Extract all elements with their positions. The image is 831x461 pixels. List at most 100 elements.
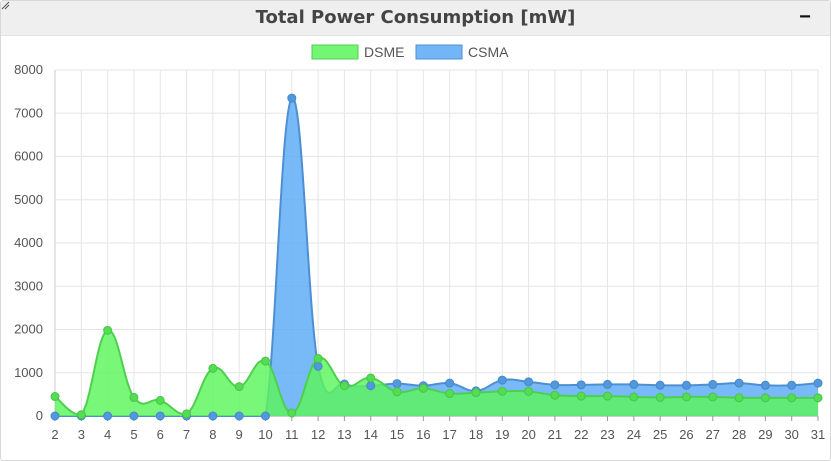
x-tick-label: 15 bbox=[390, 427, 404, 442]
panel-title: Total Power Consumption [mW] bbox=[255, 7, 576, 28]
y-tick-label: 0 bbox=[36, 408, 43, 423]
y-tick-label: 1000 bbox=[14, 365, 43, 380]
x-tick-label: 23 bbox=[600, 427, 614, 442]
data-point-csma bbox=[366, 381, 376, 391]
data-point-csma bbox=[129, 411, 139, 421]
data-point-csma bbox=[234, 411, 244, 421]
x-tick-label: 28 bbox=[732, 427, 746, 442]
x-tick-label: 12 bbox=[311, 427, 325, 442]
series-area-dsme bbox=[55, 330, 818, 416]
data-point-dsme bbox=[576, 391, 586, 401]
data-point-dsme bbox=[366, 373, 376, 383]
x-tick-label: 11 bbox=[285, 427, 299, 442]
data-point-dsme bbox=[392, 387, 402, 397]
data-point-dsme bbox=[155, 395, 165, 405]
data-point-dsme bbox=[260, 356, 270, 366]
y-tick-label: 6000 bbox=[14, 149, 43, 164]
x-tick-label: 26 bbox=[679, 427, 693, 442]
data-point-dsme bbox=[287, 408, 297, 418]
x-tick-label: 10 bbox=[258, 427, 272, 442]
data-point-dsme bbox=[497, 386, 507, 396]
x-tick-label: 20 bbox=[521, 427, 535, 442]
data-point-csma bbox=[681, 380, 691, 390]
legend-swatch-csma bbox=[415, 44, 463, 60]
data-point-csma bbox=[497, 375, 507, 385]
data-point-csma bbox=[155, 411, 165, 421]
y-tick-label: 7000 bbox=[14, 105, 43, 120]
data-point-dsme bbox=[787, 393, 797, 403]
data-point-dsme bbox=[76, 410, 86, 420]
x-tick-label: 2 bbox=[51, 427, 58, 442]
data-point-dsme bbox=[103, 325, 113, 335]
data-point-csma bbox=[655, 380, 665, 390]
data-point-csma bbox=[603, 379, 613, 389]
data-point-csma bbox=[445, 378, 455, 388]
x-tick-label: 29 bbox=[758, 427, 772, 442]
data-point-csma bbox=[734, 378, 744, 388]
x-tick-label: 4 bbox=[104, 427, 111, 442]
panel-header: Total Power Consumption [mW] − bbox=[1, 1, 830, 36]
data-point-csma bbox=[787, 380, 797, 390]
data-point-dsme bbox=[550, 390, 560, 400]
y-tick-label: 5000 bbox=[14, 192, 43, 207]
data-point-csma bbox=[524, 377, 534, 387]
data-point-dsme bbox=[708, 392, 718, 402]
data-point-csma bbox=[260, 411, 270, 421]
x-tick-label: 18 bbox=[469, 427, 483, 442]
data-point-csma bbox=[208, 411, 218, 421]
collapse-button[interactable]: − bbox=[799, 6, 811, 28]
x-tick-label: 19 bbox=[495, 427, 509, 442]
data-point-csma bbox=[287, 93, 297, 103]
data-point-csma bbox=[103, 411, 113, 421]
data-point-dsme bbox=[681, 392, 691, 402]
data-point-dsme bbox=[313, 353, 323, 363]
y-tick-label: 2000 bbox=[14, 322, 43, 337]
data-point-dsme bbox=[208, 363, 218, 373]
x-tick-label: 25 bbox=[653, 427, 667, 442]
data-point-csma bbox=[708, 379, 718, 389]
data-point-dsme bbox=[760, 393, 770, 403]
legend-label-dsme: DSME bbox=[364, 44, 404, 60]
data-point-dsme bbox=[813, 393, 823, 403]
data-point-csma bbox=[50, 411, 60, 421]
x-tick-label: 9 bbox=[236, 427, 243, 442]
x-tick-label: 13 bbox=[337, 427, 351, 442]
x-tick-label: 5 bbox=[130, 427, 137, 442]
data-point-dsme bbox=[603, 391, 613, 401]
legend-label-csma: CSMA bbox=[468, 44, 509, 60]
x-tick-label: 27 bbox=[706, 427, 720, 442]
y-tick-label: 8000 bbox=[14, 62, 43, 77]
x-tick-label: 6 bbox=[157, 427, 164, 442]
data-point-dsme bbox=[234, 382, 244, 392]
data-point-dsme bbox=[471, 388, 481, 398]
data-point-csma bbox=[576, 380, 586, 390]
data-point-dsme bbox=[129, 392, 139, 402]
x-tick-label: 14 bbox=[363, 427, 377, 442]
x-tick-label: 22 bbox=[574, 427, 588, 442]
data-point-dsme bbox=[629, 392, 639, 402]
data-point-dsme bbox=[182, 409, 192, 419]
x-tick-label: 24 bbox=[627, 427, 641, 442]
x-tick-label: 21 bbox=[548, 427, 562, 442]
x-tick-label: 17 bbox=[442, 427, 456, 442]
data-point-dsme bbox=[524, 386, 534, 396]
y-tick-label: 3000 bbox=[14, 278, 43, 293]
x-tick-label: 8 bbox=[209, 427, 216, 442]
y-tick-label: 4000 bbox=[14, 235, 43, 250]
data-point-csma bbox=[629, 379, 639, 389]
data-point-dsme bbox=[734, 393, 744, 403]
data-point-csma bbox=[760, 380, 770, 390]
data-point-dsme bbox=[50, 392, 60, 402]
legend-swatch-dsme bbox=[311, 44, 359, 60]
series-area-csma bbox=[55, 97, 818, 416]
series-line-csma bbox=[54, 97, 819, 417]
x-tick-label: 16 bbox=[416, 427, 430, 442]
resize-handle-icon[interactable] bbox=[0, 0, 10, 10]
data-point-dsme bbox=[445, 389, 455, 399]
data-point-dsme bbox=[339, 381, 349, 391]
x-tick-label: 7 bbox=[183, 427, 190, 442]
x-tick-label: 3 bbox=[78, 427, 85, 442]
data-point-csma bbox=[313, 361, 323, 371]
data-point-csma bbox=[813, 378, 823, 388]
